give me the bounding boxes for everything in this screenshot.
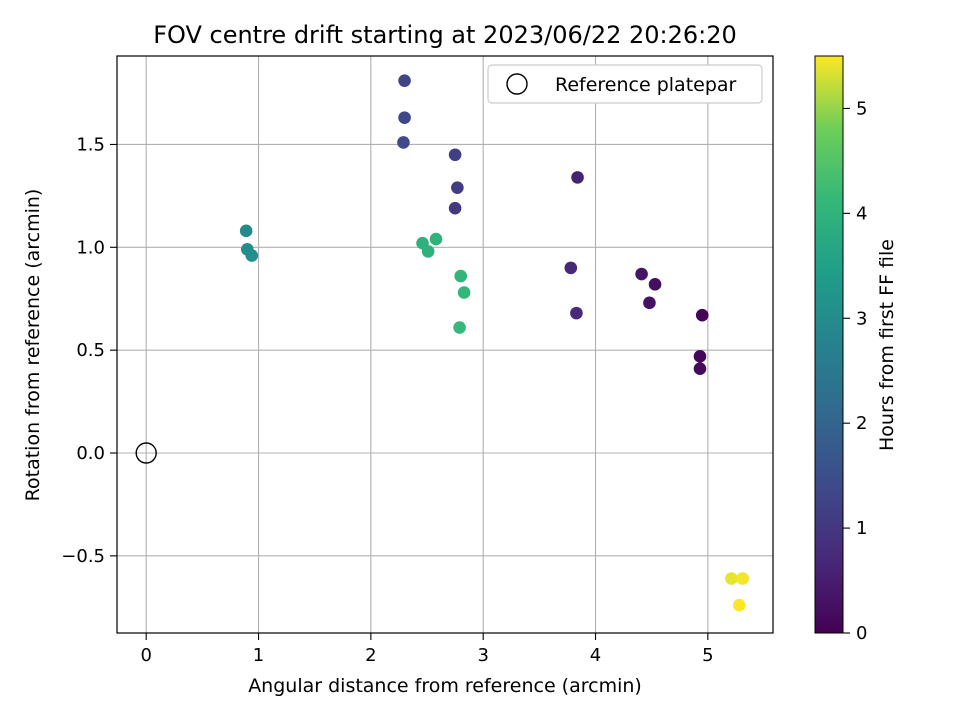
x-tick-label: 1 [253,645,264,666]
colorbar-ticks: 0 1 2 3 4 5 [843,98,867,644]
data-point [453,321,466,334]
data-points [239,74,749,612]
data-point [725,572,738,585]
data-point [421,245,435,258]
y-tick-label: −0.5 [61,546,105,567]
x-tick-label: 4 [590,645,601,666]
y-tick-label: 0.0 [76,443,105,464]
data-point [643,296,656,310]
colorbar-tick-label: 3 [856,308,867,329]
chart-title: FOV centre drift starting at 2023/06/22 … [153,21,737,49]
x-tick-label: 3 [477,645,488,666]
data-point [398,111,411,125]
data-point [448,201,462,215]
colorbar-gradient [814,55,844,634]
colorbar-label: Hours from first FF file [876,239,898,451]
data-point [693,362,707,375]
data-point [457,286,471,299]
data-point [733,598,746,612]
x-axis-label: Angular distance from reference (arcmin) [248,675,642,697]
data-point [398,74,411,87]
data-point [635,267,648,281]
legend-reference-marker [506,73,528,95]
data-point [695,308,709,322]
colorbar-tick-label: 4 [856,203,867,224]
colorbar-tick-label: 0 [856,623,867,644]
colorbar-tick-label: 5 [856,98,867,119]
y-axis-label: Rotation from reference (arcmin) [22,189,44,502]
data-point [454,269,468,283]
plot-area-frame [116,55,774,634]
data-point [693,350,707,363]
data-point [570,306,583,320]
data-point [736,572,749,585]
data-point [397,136,410,149]
legend-box [487,64,763,104]
data-point [564,261,578,275]
legend-label: Reference platepar [555,74,737,96]
legend: Reference platepar [487,64,763,104]
y-axis-ticks: −0.5 0.0 0.5 1.0 1.5 [61,134,117,567]
data-point [239,224,253,238]
colorbar-tick-label: 2 [856,413,867,434]
x-axis-ticks: 0 1 2 3 4 5 [140,633,714,666]
data-point [448,148,462,162]
data-point [648,278,662,291]
reference-platepar-marker [135,442,157,464]
y-tick-label: 1.5 [76,134,105,155]
y-tick-label: 1.0 [76,237,105,258]
colorbar: 0 1 2 3 4 5 Hours from first FF file [814,55,898,644]
y-tick-label: 0.5 [76,340,105,361]
x-tick-label: 0 [140,645,151,666]
x-tick-label: 5 [702,645,713,666]
data-point [245,249,259,262]
x-tick-label: 2 [365,645,376,666]
reference-marker-layer [135,442,157,464]
grid-lines [117,56,773,633]
data-point [571,171,584,184]
data-point [451,181,464,194]
data-point [429,232,443,246]
colorbar-tick-label: 1 [856,518,867,539]
